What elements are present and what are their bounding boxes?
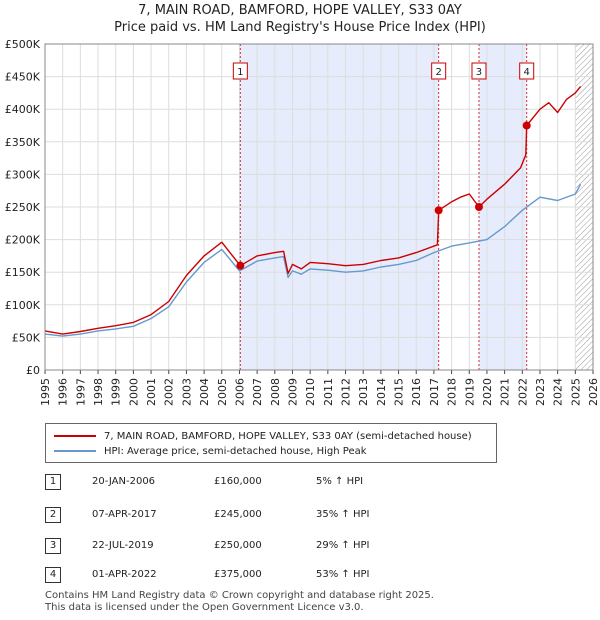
transaction-hpi: 5% ↑ HPI: [316, 476, 364, 487]
sale-marker-box: [232, 62, 248, 80]
sale-marker-label: 4: [524, 67, 530, 78]
transaction-number: 2: [45, 507, 61, 523]
y-tick-label: £200K: [5, 234, 41, 247]
legend-label-hpi: HPI: Average price, semi-detached house,…: [104, 445, 367, 457]
transaction-hpi: 35% ↑ HPI: [316, 509, 370, 520]
transaction-row: 2 07-APR-2017 £245,000 35% ↑ HPI: [0, 507, 600, 525]
y-tick-label: £450K: [5, 71, 41, 84]
x-tick-label: 2006: [233, 378, 246, 406]
x-tick-label: 2026: [587, 378, 600, 406]
x-tick-label: 2017: [428, 378, 441, 406]
y-tick-label: £100K: [5, 299, 41, 312]
footer-licence: This data is licensed under the Open Gov…: [45, 602, 364, 613]
x-tick-label: 2001: [145, 378, 158, 406]
transaction-hpi: 29% ↑ HPI: [316, 540, 370, 551]
x-tick-label: 2015: [393, 378, 406, 406]
x-tick-label: 2008: [269, 378, 282, 406]
x-tick-label: 2002: [163, 378, 176, 406]
transaction-price: £250,000: [214, 540, 262, 551]
transaction-date: 07-APR-2017: [92, 509, 157, 520]
x-tick-label: 1997: [74, 378, 87, 406]
x-tick-label: 2007: [251, 378, 264, 406]
y-tick-label: £500K: [5, 38, 41, 51]
sale-marker-label: 2: [435, 67, 441, 78]
transaction-number: 1: [45, 474, 61, 490]
x-tick-label: 2024: [552, 378, 565, 406]
x-tick-label: 2011: [322, 378, 335, 406]
transaction-row: 4 01-APR-2022 £375,000 53% ↑ HPI: [0, 567, 600, 585]
transaction-price: £160,000: [214, 476, 262, 487]
legend-entry-property: 7, MAIN ROAD, BAMFORD, HOPE VALLEY, S33 …: [54, 429, 472, 443]
x-tick-label: 2020: [481, 378, 494, 406]
y-tick-label: £300K: [5, 168, 41, 181]
x-tick-label: 1999: [110, 378, 123, 406]
x-tick-label: 2013: [357, 378, 370, 406]
x-tick-label: 1998: [92, 378, 105, 406]
transaction-price: £375,000: [214, 569, 262, 580]
y-tick-label: £400K: [5, 103, 41, 116]
legend-entry-hpi: HPI: Average price, semi-detached house,…: [54, 444, 367, 458]
y-tick-label: £0: [26, 364, 40, 377]
y-tick-label: £350K: [5, 136, 41, 149]
sale-point: [474, 203, 483, 211]
x-tick-label: 2025: [569, 378, 582, 406]
transaction-date: 22-JUL-2019: [92, 540, 154, 551]
chart-legend: 7, MAIN ROAD, BAMFORD, HOPE VALLEY, S33 …: [45, 423, 497, 463]
y-tick-label: £250K: [5, 201, 41, 214]
x-tick-label: 2023: [534, 378, 547, 406]
sale-marker-box: [471, 62, 487, 80]
chart-title-line2: Price paid vs. HM Land Registry's House …: [114, 20, 486, 35]
y-tick-label: £50K: [12, 331, 41, 344]
x-tick-label: 2003: [180, 378, 193, 406]
x-tick-label: 1995: [39, 378, 52, 406]
x-tick-label: 2004: [198, 378, 211, 406]
transaction-date: 01-APR-2022: [92, 569, 157, 580]
x-tick-label: 2018: [446, 378, 459, 406]
legend-label-property: 7, MAIN ROAD, BAMFORD, HOPE VALLEY, S33 …: [104, 430, 472, 442]
x-tick-label: 2000: [127, 378, 140, 406]
footer-copyright: Contains HM Land Registry data © Crown c…: [45, 590, 434, 601]
sale-marker-label: 1: [237, 67, 243, 78]
legend-swatch-property: [54, 435, 96, 437]
price-chart: 1 2 3 4 £0 £50K £100K £150K £200K £250K £300K £350…: [5, 38, 600, 406]
x-tick-label: 2005: [216, 378, 229, 406]
y-tick-label: £150K: [5, 266, 41, 279]
transaction-row: 1 20-JAN-2006 £160,000 5% ↑ HPI: [0, 474, 600, 492]
x-tick-label: 2016: [410, 378, 423, 406]
transaction-row: 3 22-JUL-2019 £250,000 29% ↑ HPI: [0, 538, 600, 556]
sale-marker-box: [519, 62, 535, 80]
sale-point: [522, 121, 531, 130]
transaction-number: 3: [45, 538, 61, 554]
transaction-date: 20-JAN-2006: [92, 476, 156, 487]
transaction-number: 4: [45, 567, 61, 583]
sale-point: [236, 261, 245, 270]
x-tick-label: 2009: [286, 378, 299, 406]
x-tick-label: 2019: [463, 378, 476, 406]
transaction-price: £245,000: [214, 509, 262, 520]
x-tick-label: 2014: [375, 378, 388, 406]
plot-border: [44, 43, 594, 371]
sale-marker-box: [431, 62, 447, 80]
chart-title-line1: 7, MAIN ROAD, BAMFORD, HOPE VALLEY, S33 …: [138, 3, 462, 18]
x-tick-label: 2021: [499, 378, 512, 406]
x-tick-label: 2010: [304, 378, 317, 406]
series-line-hpi: [44, 183, 582, 337]
x-tick-label: 1996: [57, 378, 70, 406]
x-tick-label: 2012: [340, 378, 353, 406]
sale-marker-label: 3: [476, 67, 482, 78]
series-line-property: [44, 85, 582, 335]
transaction-hpi: 53% ↑ HPI: [316, 569, 370, 580]
legend-swatch-hpi: [54, 450, 96, 452]
sale-point: [434, 206, 443, 215]
x-tick-label: 2022: [516, 378, 529, 406]
